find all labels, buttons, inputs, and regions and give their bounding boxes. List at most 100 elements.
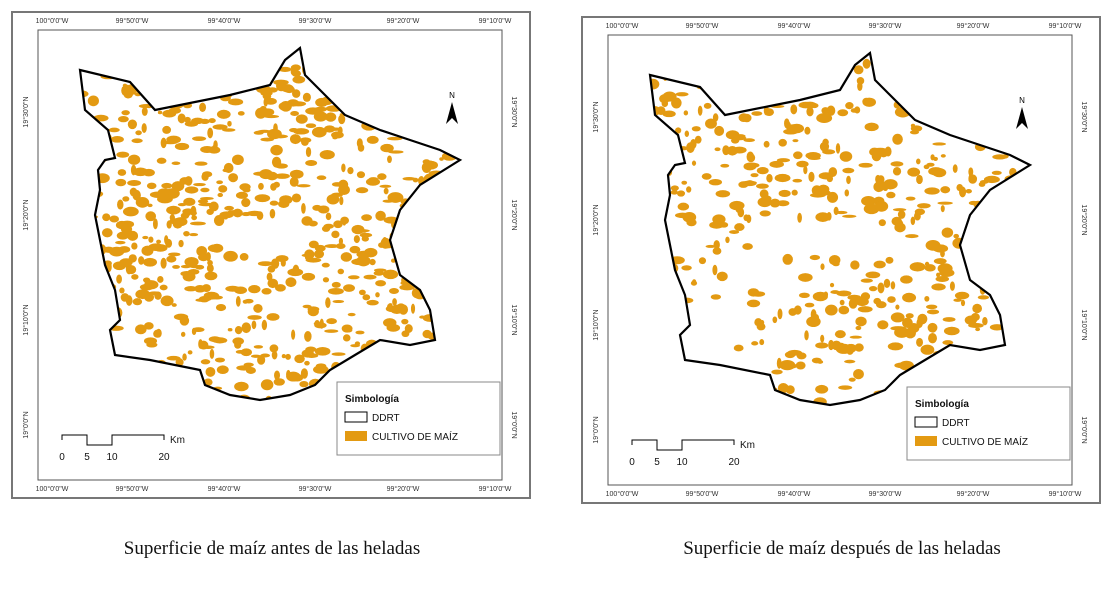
lon-label-top: 100°0'0"W (606, 22, 639, 30)
crop-patch (119, 287, 125, 294)
crop-patch (292, 89, 301, 98)
crop-patch (804, 330, 809, 341)
crop-patch (127, 154, 141, 165)
crop-patch (833, 206, 839, 216)
crop-patch (207, 127, 214, 139)
crop-patch (227, 328, 233, 332)
crop-patch (662, 110, 676, 118)
lon-label-top: 99°30'0"W (299, 17, 332, 25)
crop-patch (228, 173, 239, 183)
crop-patch (826, 191, 839, 203)
crop-patch (877, 282, 885, 294)
crop-patch (873, 297, 882, 305)
crop-patch (285, 277, 297, 288)
lon-label-bottom: 99°20'0"W (957, 490, 990, 498)
crop-patch (937, 263, 953, 274)
crop-patch (342, 334, 351, 342)
crop-patch (315, 97, 329, 107)
crop-patch (321, 225, 331, 232)
crop-patch (842, 167, 855, 174)
crop-patch (874, 200, 889, 212)
crop-patch (227, 120, 232, 127)
crop-patch (714, 125, 725, 136)
crop-patch (776, 158, 791, 163)
crop-patch (683, 110, 689, 116)
crop-patch (868, 285, 878, 292)
crop-patch (117, 199, 124, 210)
scale-label: 20 (158, 452, 170, 463)
crop-patch (207, 260, 213, 266)
crop-patch (200, 146, 215, 153)
crop-patch (278, 101, 292, 111)
crop-patch (325, 212, 332, 221)
crop-patch (375, 280, 387, 287)
scale-unit: Km (740, 440, 755, 451)
crop-patch (726, 146, 738, 156)
crop-patch (172, 264, 180, 269)
crop-patch (930, 327, 936, 333)
crop-patch (937, 201, 953, 205)
crop-patch (943, 326, 960, 336)
crop-patch (218, 185, 228, 193)
crop-patch (305, 146, 312, 158)
crop-patch (294, 354, 305, 364)
crop-patch (983, 175, 1000, 184)
crop-patch (289, 169, 304, 179)
crop-patch (278, 200, 290, 208)
crop-patch (118, 115, 129, 123)
crop-patch (854, 343, 864, 352)
crop-patch (778, 138, 787, 147)
legend-swatch-maiz (915, 436, 937, 446)
crop-patch (122, 91, 137, 95)
crop-patch (118, 263, 128, 268)
crop-patch (157, 110, 163, 115)
crop-patch (812, 291, 828, 302)
crop-patch (178, 239, 184, 248)
crop-patch (916, 158, 921, 165)
crop-patch (821, 107, 830, 115)
crop-patch (925, 304, 938, 310)
crop-patch (132, 298, 143, 306)
crop-patch (910, 123, 916, 128)
crop-patch (127, 230, 139, 241)
crop-patch (855, 316, 867, 327)
crop-patch (290, 67, 299, 76)
crop-patch (838, 305, 850, 315)
crop-patch (428, 160, 433, 167)
crop-patch (804, 302, 815, 308)
crop-patch (138, 256, 145, 265)
crop-patch (323, 125, 336, 133)
crop-patch (905, 196, 916, 201)
crop-patch (845, 102, 854, 110)
lat-label-right: 19°0'0"N (510, 411, 518, 438)
crop-patch (369, 258, 376, 266)
crop-patch (356, 255, 371, 267)
crop-patch (340, 252, 353, 262)
crop-patch (216, 365, 229, 375)
crop-patch (792, 178, 803, 183)
crop-patch (387, 192, 404, 203)
crop-patch (890, 312, 905, 323)
crop-patch (190, 205, 197, 217)
lon-label-top: 99°10'0"W (479, 17, 512, 25)
crop-patch (790, 104, 798, 115)
crop-patch (920, 344, 935, 355)
lat-label-left: 19°10'0"N (592, 309, 600, 340)
crop-patch (184, 186, 199, 194)
crop-patch (184, 116, 191, 123)
crop-patch (907, 167, 921, 177)
crop-patch (857, 306, 873, 313)
crop-patch (412, 177, 419, 183)
crop-patch (147, 203, 153, 208)
crop-patch (219, 211, 234, 219)
crop-patch (319, 318, 324, 329)
crop-patch (877, 320, 889, 330)
crop-patch (836, 290, 852, 297)
crop-patch (331, 182, 343, 187)
crop-patch (378, 242, 386, 248)
crop-patch (200, 187, 210, 193)
crop-patch (189, 221, 206, 226)
crop-patch (862, 97, 871, 105)
legend-item: CULTIVO DE MAÍZ (942, 435, 1028, 448)
crop-patch (904, 327, 916, 339)
